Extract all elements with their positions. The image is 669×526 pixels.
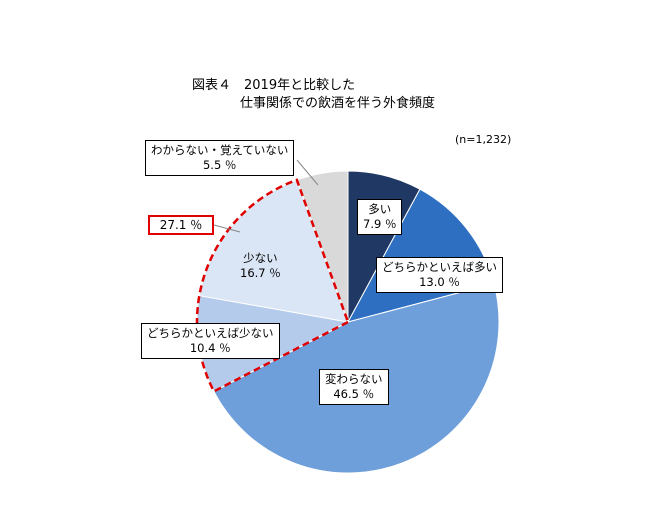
highlight-total-label: 27.1 ％	[148, 215, 214, 235]
slice-label-few-value: 16.7 ％	[240, 266, 281, 280]
highlight-dashed-outline	[195, 178, 350, 394]
chart-title-line-2: 仕事関係での飲酒を伴う外食頻度	[240, 96, 436, 111]
slice-label-many-value: 7.9 ％	[363, 217, 397, 231]
pie-slice-4	[198, 179, 349, 323]
slice-label-unchanged: 変わらない 46.5 ％	[319, 369, 389, 405]
chart-title-line-1: 図表４ 2019年と比較した	[192, 78, 356, 93]
slice-label-somewhat-many-value: 13.0 ％	[419, 275, 460, 289]
leader-line-highlight	[213, 224, 241, 233]
slice-label-few-name: 少ない	[243, 251, 278, 265]
slice-label-unknown: わからない・覚えていない 5.5 ％	[145, 140, 295, 176]
slice-label-somewhat-few-name: どちらかといえば少ない	[147, 326, 274, 340]
slice-label-few: 少ない 16.7 ％	[240, 251, 281, 281]
leader-lines	[213, 159, 319, 233]
sample-size-label: (n=1,232)	[455, 133, 512, 146]
slice-label-somewhat-many-name: どちらかといえば多い	[382, 260, 497, 274]
slice-label-somewhat-many: どちらかといえば多い 13.0 ％	[376, 257, 503, 293]
slice-label-many: 多い 7.9 ％	[357, 199, 403, 235]
slice-label-somewhat-few: どちらかといえば少ない 10.4 ％	[141, 323, 280, 359]
slice-label-unknown-value: 5.5 ％	[202, 158, 237, 172]
slice-label-unknown-name: わからない・覚えていない	[151, 143, 289, 157]
slice-label-somewhat-few-value: 10.4 ％	[189, 341, 231, 355]
slice-label-unchanged-name: 変わらない	[325, 372, 383, 386]
leader-line-unknown	[296, 159, 319, 186]
slice-label-unchanged-value: 46.5 ％	[333, 387, 375, 401]
slice-label-many-name: 多い	[368, 202, 392, 216]
